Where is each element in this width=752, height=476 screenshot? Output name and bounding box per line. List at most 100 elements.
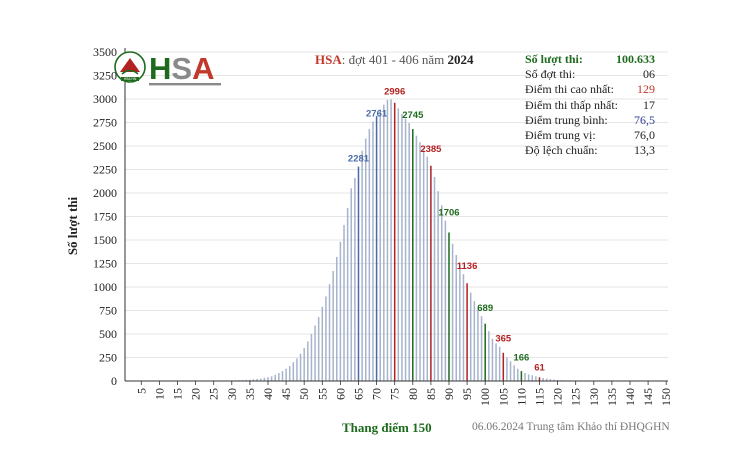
bar [422, 149, 425, 381]
bar [278, 373, 280, 381]
bar [303, 348, 305, 381]
bar [404, 118, 407, 382]
bars [183, 99, 591, 382]
bar [408, 122, 410, 381]
x-axis-label: Thang điểm 150 [342, 420, 432, 435]
x-tick-label: 130 [587, 388, 601, 406]
x-tick-label: 10 [152, 388, 166, 400]
bar [462, 274, 465, 381]
bar [517, 368, 519, 381]
title-subtitle: : đợt 401 - 406 năm [341, 52, 448, 67]
stat-value: 76,5 [634, 112, 655, 127]
bar [444, 220, 447, 381]
x-tick-label: 25 [207, 388, 221, 400]
y-tick-label: 2000 [93, 186, 117, 200]
x-tick-label: 150 [659, 388, 673, 406]
bar [480, 316, 483, 381]
x-tick-label: 30 [225, 388, 239, 400]
bar [343, 224, 345, 381]
bar [386, 99, 389, 381]
y-tick-label: 1750 [93, 210, 117, 224]
bar [524, 373, 526, 381]
x-tick-label: 85 [424, 388, 438, 400]
x-tick-label: 40 [261, 388, 275, 400]
y-tick-label: 3500 [93, 45, 117, 59]
stat-label: Số lượt thi: [525, 52, 583, 66]
logo-text: HSA [149, 51, 214, 86]
y-tick-label: 2250 [93, 163, 117, 177]
bar [325, 296, 327, 381]
bar [372, 121, 374, 381]
bar [469, 292, 472, 381]
bar [553, 379, 555, 381]
x-tick-label: 115 [532, 388, 546, 406]
axes: 0250500750100012501500175020002250250027… [93, 45, 673, 406]
stat-row: Số lượt thi: 100.633 [525, 52, 655, 67]
data-label: 2385 [420, 144, 442, 155]
bar [321, 306, 324, 381]
bar [520, 371, 523, 381]
bar [466, 283, 468, 381]
bar [430, 165, 432, 381]
stat-row: Độ lệch chuẩn: 13,3 [525, 143, 655, 158]
bar [361, 150, 363, 381]
bar [527, 374, 530, 381]
bar [307, 341, 309, 381]
stat-row: Điểm trung bình: 76,5 [525, 113, 655, 128]
bar [252, 379, 255, 381]
x-tick-label: 50 [297, 388, 311, 400]
bar [397, 108, 400, 382]
bar [491, 338, 494, 381]
bar [498, 346, 501, 381]
bar [488, 331, 490, 381]
bar [426, 156, 429, 381]
stat-label: Độ lệch chuẩn: [525, 143, 598, 158]
bar [415, 135, 418, 381]
stat-row: Điểm thi thấp nhất: 17 [525, 98, 655, 113]
stats-panel: Số lượt thi: 100.633 Số đợt thi: 06 Điểm thi… [525, 52, 655, 158]
bar [292, 362, 295, 381]
x-tick-label: 35 [243, 388, 257, 400]
stat-label: Điểm trung bình: [525, 112, 608, 127]
stat-label: Điểm thi cao nhất: [525, 82, 614, 97]
x-tick-label: 60 [333, 388, 347, 400]
bar [484, 323, 486, 381]
grid-lines [125, 51, 668, 358]
stat-label: Điểm thi thấp nhất: [525, 97, 618, 112]
bar [299, 353, 302, 381]
bar [296, 358, 298, 381]
data-label: 689 [477, 303, 493, 314]
svg-text:HSA HN: HSA HN [124, 77, 137, 81]
x-tick-label: 75 [388, 388, 402, 400]
bar [328, 284, 331, 381]
bar [393, 102, 396, 381]
bar [477, 308, 479, 381]
title-year: 2024 [447, 52, 474, 67]
title-brand: HSA [315, 52, 342, 67]
y-tick-label: 3250 [93, 69, 117, 83]
x-tick-label: 110 [514, 388, 528, 406]
stat-value: 100.633 [616, 52, 655, 66]
y-tick-label: 1250 [93, 257, 117, 271]
x-tick-label: 140 [623, 388, 637, 406]
data-label: 166 [513, 352, 529, 363]
bar [270, 376, 273, 381]
bar [364, 138, 367, 381]
y-tick-label: 1500 [93, 233, 117, 247]
data-label: 2745 [402, 110, 424, 121]
bar [556, 379, 559, 381]
bar [274, 374, 276, 381]
x-tick-label: 70 [370, 388, 384, 400]
bar [350, 188, 353, 381]
stat-value: 06 [643, 67, 655, 82]
y-tick-label: 750 [99, 304, 117, 318]
bar [506, 357, 508, 381]
chart-title: HSA: đợt 401 - 406 năm 2024 [315, 52, 474, 68]
bar [249, 379, 251, 381]
bar [412, 129, 414, 381]
y-tick-label: 250 [99, 351, 117, 365]
bar [549, 379, 552, 381]
